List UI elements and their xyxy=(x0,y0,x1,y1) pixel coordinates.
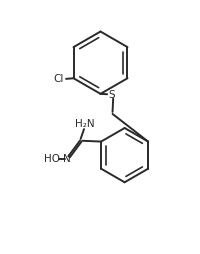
Text: S: S xyxy=(108,90,115,100)
Text: HO: HO xyxy=(44,154,60,164)
Text: Cl: Cl xyxy=(53,74,63,84)
Text: N: N xyxy=(63,154,71,164)
Text: H₂N: H₂N xyxy=(75,119,94,129)
